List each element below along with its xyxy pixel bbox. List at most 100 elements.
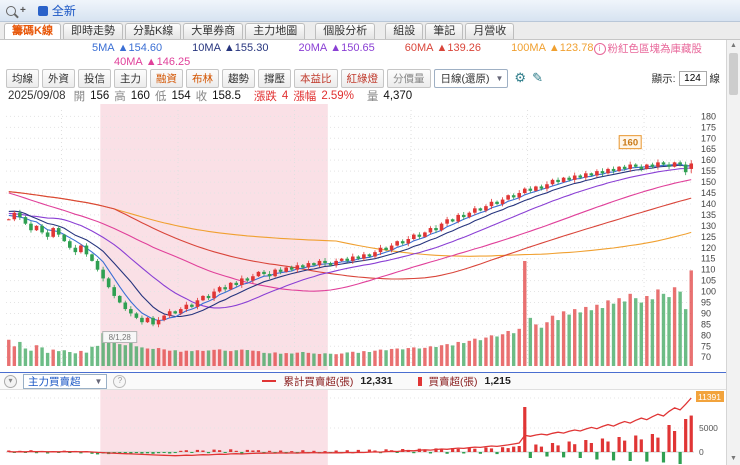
close-label: 收 [195, 91, 208, 103]
toolbar-button-2[interactable]: 投信 [78, 68, 111, 88]
net-legend-label: 買賣超(張) [428, 375, 478, 388]
svg-text:125: 125 [701, 232, 716, 242]
toolbar-button-8[interactable]: 本益比 [294, 68, 338, 88]
svg-text:135: 135 [701, 210, 716, 220]
ma-name: 100MA [511, 42, 546, 54]
toolbar-button-1[interactable]: 外資 [42, 68, 75, 88]
svg-text:140: 140 [701, 199, 716, 209]
tab-5[interactable]: 個股分析 [315, 23, 376, 39]
low-label: 低 [154, 91, 167, 103]
ma-value: ▲139.26 [436, 42, 482, 54]
ma-value: ▲155.30 [223, 42, 269, 54]
svg-text:8/1,28: 8/1,28 [109, 333, 132, 342]
volume-value: 4,370 [383, 90, 413, 102]
period-dropdown[interactable]: 日線(還原) ▼ [433, 68, 509, 88]
tab-7[interactable]: 筆記 [425, 23, 464, 39]
scroll-down-icon[interactable]: ▼ [730, 455, 737, 462]
svg-text:120: 120 [701, 243, 716, 253]
display-count-input[interactable] [678, 70, 707, 86]
scroll-up-icon[interactable]: ▲ [730, 42, 737, 49]
cumulative-legend-label: 累計買賣超(張) [283, 375, 354, 388]
ma-legend-100MA: 100MA ▲123.78 [511, 42, 593, 54]
panel-menu-icon[interactable]: ▾ [4, 374, 17, 388]
toolbar-button-group: 均線 外資 投信 主力 融資 布林 趨勢 撐壓 本益比 紅綠燈 分價量 [6, 68, 431, 88]
svg-text:145: 145 [701, 188, 716, 198]
svg-text:90: 90 [701, 308, 711, 318]
help-icon[interactable]: ? [113, 374, 127, 388]
svg-text:75: 75 [701, 341, 711, 351]
workspace-tab[interactable]: 全新 [51, 4, 76, 18]
svg-text:160: 160 [701, 155, 716, 165]
tab-2[interactable]: 分點K線 [124, 23, 182, 39]
info-icon[interactable]: i [593, 42, 606, 55]
plus-icon[interactable]: + [20, 5, 26, 16]
indicator-toolbar: 均線 外資 投信 主力 融資 布林 趨勢 撐壓 本益比 紅綠燈 分價量 日線(還原) ▼ ⚙ ✎ 顯… [0, 68, 724, 88]
ma-legend-60MA: 60MA ▲139.26 [405, 42, 481, 54]
indicator-legend: 累計買賣超(張) 12,331 買賣超(張) 1,215 [262, 374, 511, 389]
svg-text:11391: 11391 [698, 392, 721, 402]
chevron-down-icon: ▼ [495, 73, 504, 83]
volume-label: 量 [366, 91, 379, 103]
toolbar-button-4[interactable]: 融資 [150, 68, 183, 88]
tab-bar: 籌碼K線 即時走勢 分點K線 大單券商 主力地圖 個股分析 組設 筆記 月營收 [0, 22, 740, 40]
toolbar-button-10[interactable]: 分價量 [387, 68, 431, 88]
period-dropdown-label: 日線(還原) [440, 72, 490, 85]
ma-value: ▲150.65 [330, 42, 375, 54]
tab-0[interactable]: 籌碼K線 [4, 23, 61, 39]
open-value: 156 [90, 90, 110, 102]
buyback-note-label: 粉紅色區塊為庫藏股 [607, 43, 703, 55]
ma-value: ▲154.60 [117, 42, 163, 54]
change-pct-label: 漲幅 [293, 91, 317, 103]
topbar: + 全新 [0, 0, 740, 22]
close-value: 158.5 [212, 90, 241, 102]
ma-name: 5MA [92, 42, 115, 54]
svg-text:80: 80 [701, 330, 711, 340]
tab-8[interactable]: 月營收 [465, 23, 515, 39]
low-value: 154 [171, 90, 191, 102]
svg-text:85: 85 [701, 319, 711, 329]
svg-text:130: 130 [701, 221, 716, 231]
main-candlestick-chart[interactable]: 7075808590951001051101151201251301351401… [0, 104, 726, 372]
display-count-unit: 線 [709, 72, 721, 85]
tab-6[interactable]: 組設 [385, 23, 424, 39]
ma-name: 40MA [114, 56, 143, 68]
svg-text:105: 105 [701, 276, 716, 286]
tab-4[interactable]: 主力地圖 [245, 23, 306, 39]
svg-text:100: 100 [701, 287, 716, 297]
svg-text:160: 160 [622, 138, 638, 149]
indicator-selector[interactable]: 主力買賣超 ▼ [23, 373, 108, 389]
ma-value: ▲146.25 [145, 56, 191, 68]
ma-name: 10MA [192, 42, 221, 54]
indicator-chart[interactable]: 11391 5000 0 [0, 390, 726, 465]
cumulative-legend-value: 12,331 [360, 375, 393, 387]
svg-text:180: 180 [701, 111, 716, 121]
ma-legend-list: 5MA ▲154.60 10MA ▲155.30 20MA ▲150.65 60MA ▲139… [92, 42, 593, 54]
svg-text:110: 110 [701, 265, 715, 275]
scrollbar-thumb[interactable] [729, 53, 738, 95]
buyback-note: i 粉紅色區塊為庫藏股 [593, 41, 703, 56]
tab-1[interactable]: 即時走勢 [62, 23, 123, 39]
quote-info-row: 2025/09/08 開 156 高 160 低 154 收 158.5 漲跌 … [0, 88, 724, 104]
ma-legend-40MA: 40MA ▲146.25 [114, 56, 190, 68]
vertical-scrollbar[interactable]: ▲ ▼ [726, 40, 740, 465]
high-label: 高 [114, 91, 126, 103]
indicator-panel-header: ▾ 主力買賣超 ▼ ? 累計買賣超(張) 12,331 買賣超(張) 1,215 [0, 373, 726, 390]
tab-3[interactable]: 大單券商 [183, 23, 244, 39]
toolbar-button-0[interactable]: 均線 [6, 68, 39, 88]
search-icon[interactable] [6, 5, 16, 16]
ma-name: 20MA [298, 42, 328, 54]
toolbar-button-6[interactable]: 趨勢 [222, 68, 255, 88]
settings-gear-icon[interactable]: ⚙ [514, 70, 527, 85]
change-pct-value: 2.59% [321, 90, 354, 102]
display-count-label: 顯示: [651, 72, 676, 85]
draw-pencil-icon[interactable]: ✎ [532, 70, 543, 85]
toolbar-button-9[interactable]: 紅綠燈 [340, 68, 384, 88]
ma-legend-10MA: 10MA ▲155.30 [192, 42, 268, 54]
high-value: 160 [130, 90, 150, 102]
toolbar-button-7[interactable]: 撐壓 [258, 68, 291, 88]
svg-text:115: 115 [701, 254, 715, 264]
toolbar-button-5[interactable]: 布林 [186, 68, 219, 88]
toolbar-button-3[interactable]: 主力 [114, 68, 147, 88]
svg-text:165: 165 [701, 144, 716, 154]
